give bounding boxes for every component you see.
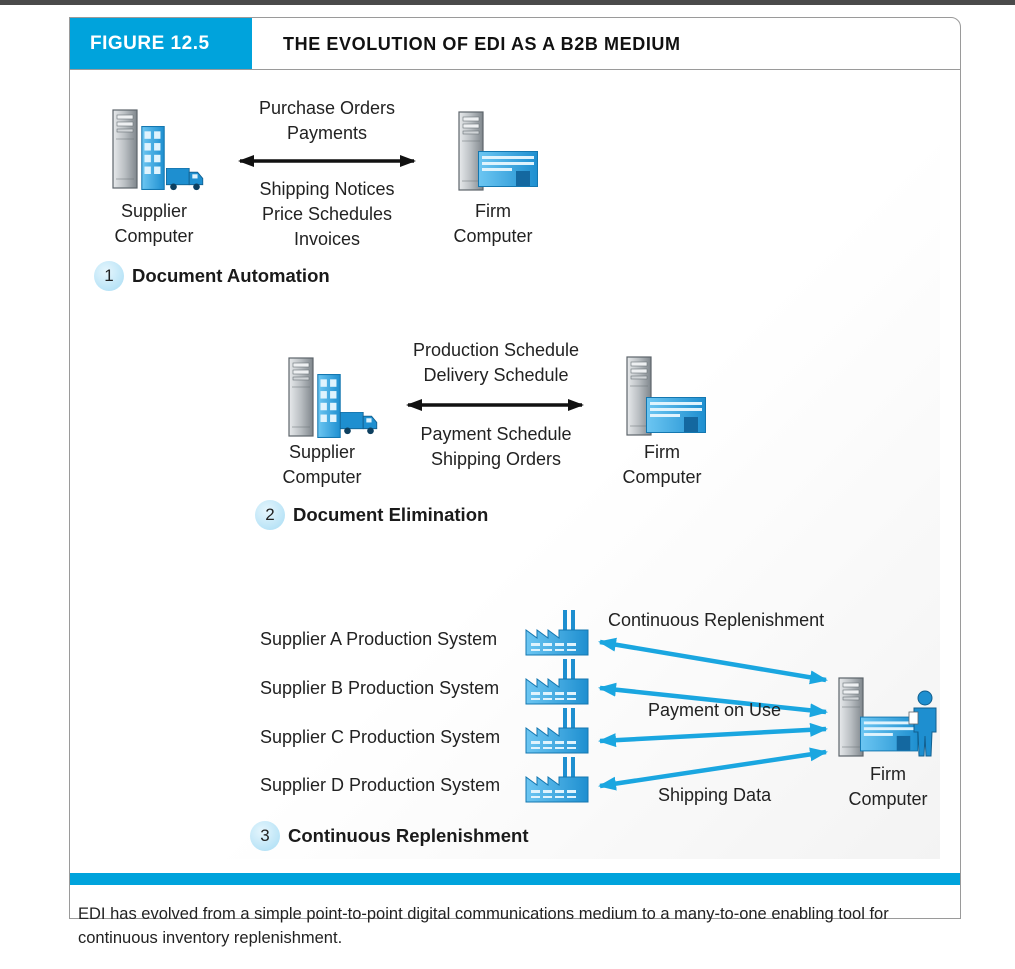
stage2-above-arrow-labels: Production Schedule Delivery Schedule [413, 338, 579, 388]
stage1-heading: 1 Document Automation [94, 261, 330, 291]
stage3-number-badge: 3 [250, 821, 280, 851]
server-icon [288, 357, 314, 437]
stage1-firm-label: Firm Computer [453, 199, 532, 249]
supplier-b-label: Supplier B Production System [260, 678, 500, 698]
supplier-a-flow-arrow [598, 637, 828, 685]
delivery-truck-icon [340, 412, 378, 435]
stage2-heading: 2 Document Elimination [255, 500, 488, 530]
factory-icon [525, 708, 589, 754]
stage1-firm-line2: Computer [453, 226, 533, 246]
flow-label-continuous-replenishment: Continuous Replenishment [608, 610, 825, 630]
stage2-below-arrow-labels: Payment Schedule Shipping Orders [420, 422, 571, 472]
stage1-firm-line1: Firm [475, 201, 511, 221]
factory-icon [525, 610, 589, 656]
flow-label-shipping-data: Shipping Data [658, 785, 772, 805]
stage1-label-shipping-notices: Shipping Notices [259, 179, 395, 199]
stage1-number-badge: 1 [94, 261, 124, 291]
stage1-above-arrow-labels: Purchase Orders Payments [259, 96, 395, 146]
office-building-icon [141, 126, 165, 190]
stage3-flow-arrows [598, 637, 828, 791]
stage1-label-invoices: Invoices [293, 229, 361, 249]
stage2-firm-icons [626, 356, 706, 436]
stage3-firm-label: Firm Computer [848, 762, 927, 812]
stage2-label-shipping-orders: Shipping Orders [430, 449, 562, 469]
stage2-firm-label: Firm Computer [622, 440, 701, 490]
header-divider [70, 69, 960, 70]
stage2-supplier-line2: Computer [282, 467, 362, 487]
stage2-firm-line2: Computer [622, 467, 702, 487]
stage1-supplier-label: Supplier Computer [114, 199, 193, 249]
stage2-supplier-label: Supplier Computer [282, 440, 361, 490]
stage2-title: Document Elimination [293, 504, 489, 525]
flow-label-payment-on-use: Payment on Use [648, 700, 782, 720]
supplier-d-flow-arrow [598, 747, 828, 791]
supplier-c-label: Supplier C Production System [260, 727, 501, 747]
figure-bottom-bar [70, 873, 960, 885]
stage1-supplier-icons [112, 109, 204, 191]
stage3-title: Continuous Replenishment [288, 825, 529, 846]
server-icon [112, 109, 138, 189]
stage2-label-production-schedule: Production Schedule [412, 340, 580, 360]
stage2-label-delivery-schedule: Delivery Schedule [423, 365, 569, 385]
office-building-icon [646, 396, 706, 434]
stage2-number-badge: 2 [255, 500, 285, 530]
office-building-icon [317, 374, 341, 438]
stage1-firm-icons [458, 111, 538, 191]
server-icon [838, 677, 864, 757]
stage2-supplier-line1: Supplier [288, 442, 356, 462]
top-rule [0, 0, 1015, 5]
stage1-title: Document Automation [132, 265, 330, 286]
stage1-below-arrow-labels: Shipping Notices Price Schedules Invoice… [259, 177, 394, 252]
stage1-supplier-line1: Supplier [120, 201, 188, 221]
stage1-label-purchase-orders: Purchase Orders [258, 98, 396, 118]
office-building-icon [478, 150, 538, 188]
figure-number-label: FIGURE 12.5 [70, 18, 252, 70]
stage3-firm-line2: Computer [848, 789, 928, 809]
stage1-supplier-line2: Computer [114, 226, 194, 246]
stage3-firm-line1: Firm [870, 764, 906, 784]
person-icon [908, 690, 937, 757]
stage2-label-payment-schedule: Payment Schedule [420, 424, 572, 444]
supplier-c-flow-arrow [598, 722, 828, 748]
supplier-a-label: Supplier A Production System [260, 629, 498, 649]
supplier-d-label: Supplier D Production System [260, 775, 501, 795]
stage1-label-payments: Payments [286, 123, 368, 143]
stage1-label-price-schedules: Price Schedules [261, 204, 393, 224]
delivery-truck-icon [166, 168, 204, 191]
stage3-firm-icons [838, 677, 937, 757]
factory-icon [525, 757, 589, 803]
figure-caption: EDI has evolved from a simple point-to-p… [78, 905, 889, 947]
factory-icon [525, 659, 589, 705]
figure-title: THE EVOLUTION OF EDI AS A B2B MEDIUM [283, 34, 681, 54]
supplier-b-flow-arrow [598, 682, 828, 718]
stage3-heading: 3 Continuous Replenishment [250, 821, 529, 851]
stage3-factory-icons [525, 610, 589, 803]
stage2-supplier-icons [288, 357, 378, 438]
stage2-firm-line1: Firm [644, 442, 680, 462]
